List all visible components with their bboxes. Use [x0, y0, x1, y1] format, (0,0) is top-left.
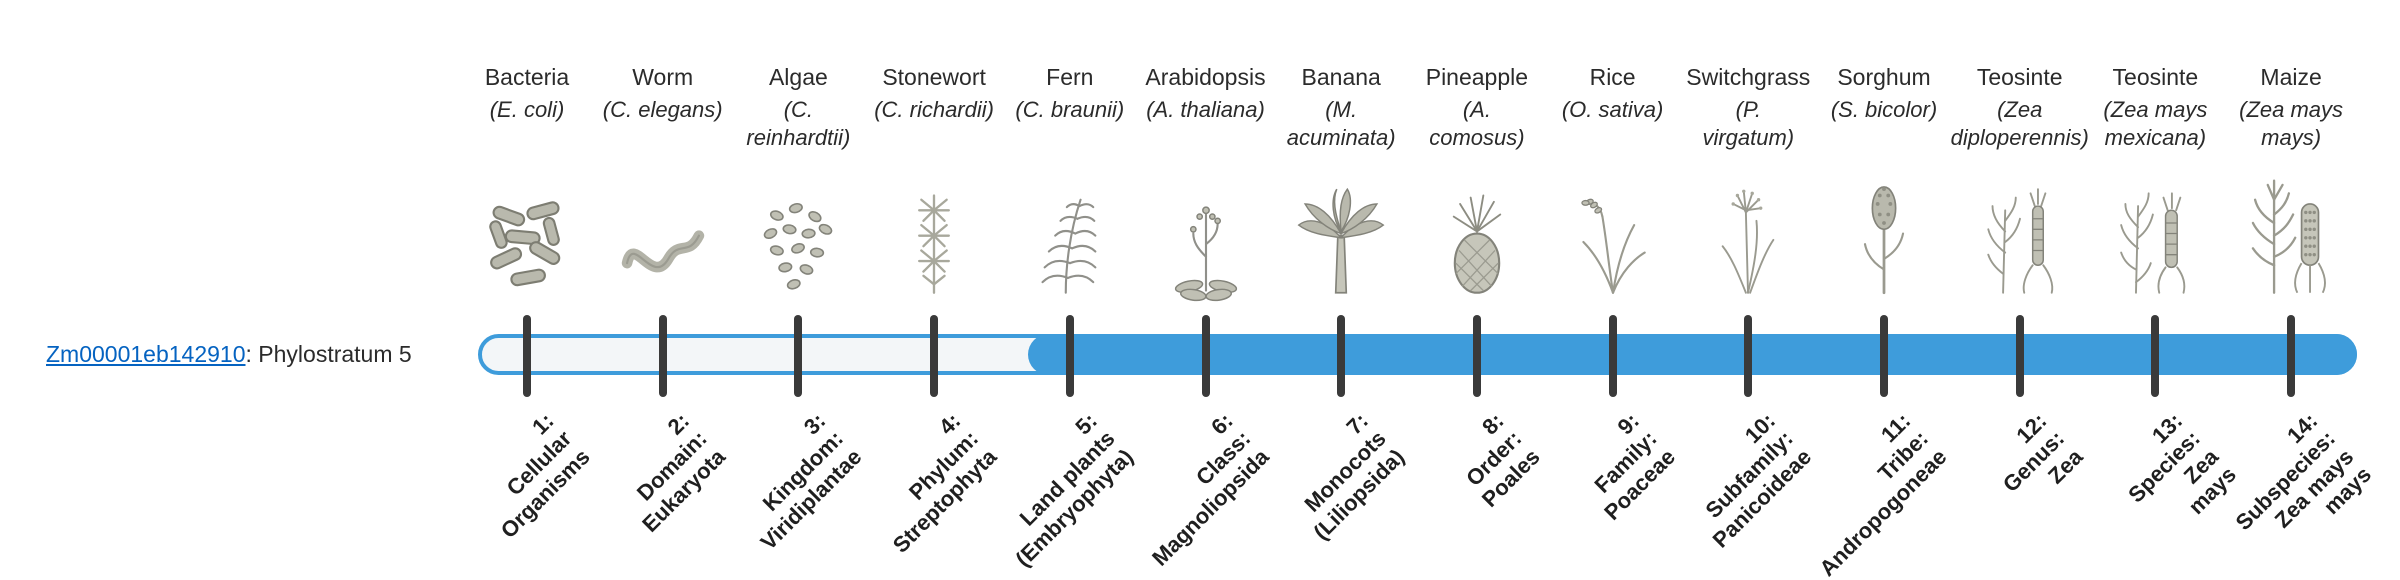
gene-id-link[interactable]: Zm00001eb142910 — [46, 341, 246, 367]
phylostratum-tick — [930, 315, 939, 397]
worm-icon — [607, 168, 719, 316]
species-scientific-name: (A. thaliana) — [1146, 97, 1265, 122]
species-common-name: Worm — [632, 64, 694, 90]
phylostratum-label: 12: Genus: Zea — [1997, 408, 2088, 498]
phylostratum-label: 14: Subspecies: Zea mays mays — [2231, 408, 2377, 536]
species-scientific-name: (O. sativa) — [1561, 97, 1664, 122]
species-common-name: Pineapple — [1425, 64, 1529, 90]
phylostratum-tick — [1744, 315, 1753, 397]
species-scientific-name: (A. comosus) — [1429, 97, 1525, 150]
maize-icon — [2235, 168, 2347, 316]
banana-icon — [1285, 168, 1397, 316]
species-column: Teosinte (Zea mays mexicana) 13: Species… — [2080, 0, 2240, 580]
species-common-name: Algae — [768, 64, 828, 90]
gene-label: Zm00001eb142910: Phylostratum 5 — [46, 341, 412, 368]
species-common-name: Teosinte — [2112, 64, 2199, 90]
stonewort-icon — [878, 168, 990, 316]
species-scientific-name: (E. coli) — [489, 97, 565, 122]
species-column: Switchgrass (P. virgatum) 10: Subfamily:… — [1673, 0, 1823, 580]
phylostratum-tick — [794, 315, 803, 397]
species-column: Pineapple (A. comosus) 8: Order: Poales — [1402, 0, 1552, 580]
species-common-name: Sorghum — [1837, 64, 1931, 90]
species-scientific-name: (Zea mays mays) — [2239, 97, 2344, 150]
arabidopsis-icon — [1150, 168, 1262, 316]
phylostratum-tick — [2015, 315, 2024, 397]
species-scientific-name: (M. acuminata) — [1286, 97, 1396, 150]
species-column: Banana (M. acuminata) 7: Monocots (Lilio… — [1266, 0, 1416, 580]
phylostratum-tick — [1201, 315, 1210, 397]
phylostratum-label: 7: Monocots (Liliopsida) — [1299, 408, 1409, 545]
rice-icon — [1557, 168, 1669, 316]
species-common-name: Stonewort — [882, 64, 986, 90]
phylostratum-label: 3: Kingdom: Viridiplantae — [755, 408, 866, 555]
phylostratum-label: 6: Class: Magnoliopsida — [1146, 408, 1273, 571]
phylostratum-tick — [523, 315, 531, 397]
fern-icon — [1014, 168, 1126, 316]
phylostratum-tick — [658, 315, 667, 397]
teosinte-diplo-icon — [1964, 168, 2076, 316]
species-common-name: Switchgrass — [1686, 64, 1811, 90]
species-scientific-name: (Zea diploperennis) — [1950, 97, 2089, 150]
species-column: Rice (O. sativa) 9: Family: Poaceae — [1538, 0, 1688, 580]
species-scientific-name: (C. elegans) — [602, 97, 723, 122]
species-scientific-name: (C. reinhardtii) — [746, 97, 851, 150]
species-common-name: Fern — [1046, 64, 1094, 90]
switchgrass-icon — [1692, 168, 1804, 316]
phylostratum-label: 9: Family: Poaceae — [1590, 408, 1681, 525]
algae-icon — [742, 168, 854, 316]
phylostratum-bar-fill — [1027, 334, 2357, 375]
phylostratum-tick — [1065, 315, 1074, 397]
phylostratum-label: 4: Phylum: Streptophyta — [887, 408, 1002, 558]
phylostratum-tick — [2287, 315, 2296, 397]
pineapple-icon — [1421, 168, 1533, 316]
species-column: Stonewort (C. richardii) 4: Phylum: Stre… — [859, 0, 1009, 580]
species-column: Arabidopsis (A. thaliana) 6: Class: Magn… — [1131, 0, 1281, 580]
species-column: Worm (C. elegans) 2: Domain: Eukaryota — [588, 0, 738, 580]
species-column: Teosinte (Zea diploperennis) 12: Genus: … — [1945, 0, 2095, 580]
phylostratum-label: 1: Cellular Organisms — [495, 408, 595, 543]
species-scientific-name: (C. richardii) — [874, 97, 994, 122]
species-scientific-name: (P. virgatum) — [1702, 97, 1795, 150]
phylostratum-tick — [1880, 315, 1888, 397]
teosinte-mex-icon — [2099, 168, 2211, 316]
species-common-name: Bacteria — [484, 64, 570, 90]
gene-phylostratum-text: : Phylostratum 5 — [245, 341, 412, 367]
species-common-name: Rice — [1589, 64, 1636, 90]
species-column: Sorghum (S. bicolor) 11: Tribe: Andropog… — [1809, 0, 1959, 580]
phylostratum-tick — [2151, 315, 2160, 397]
species-column: Fern (C. braunii) 5: Land plants (Embryo… — [995, 0, 1145, 580]
species-common-name: Banana — [1301, 64, 1381, 90]
species-column: Maize (Zea mays mays) 14: Subspecies: Ze… — [2216, 0, 2376, 580]
species-scientific-name: (S. bicolor) — [1830, 97, 1938, 122]
sorghum-icon — [1828, 168, 1940, 316]
phylostratum-label: 8: Order: Poales — [1461, 408, 1545, 512]
species-common-name: Maize — [2260, 64, 2322, 90]
species-scientific-name: (Zea mays mexicana) — [2103, 97, 2208, 150]
phylostratum-label: 5: Land plants (Embryophyta) — [1009, 408, 1138, 572]
phylostratum-tick — [1608, 315, 1617, 397]
species-column: Algae (C. reinhardtii) 3: Kingdom: Virid… — [723, 0, 873, 580]
species-common-name: Teosinte — [1976, 64, 2063, 90]
phylostratum-tick — [1472, 315, 1481, 397]
bacteria-icon — [471, 168, 583, 316]
species-common-name: Arabidopsis — [1145, 64, 1266, 90]
species-column: Bacteria (E. coli) 1: Cellular Organisms — [452, 0, 602, 580]
phylostratum-tick — [1337, 315, 1346, 397]
species-scientific-name: (C. braunii) — [1015, 97, 1125, 122]
phylostratum-label: 2: Domain: Eukaryota — [632, 408, 731, 537]
